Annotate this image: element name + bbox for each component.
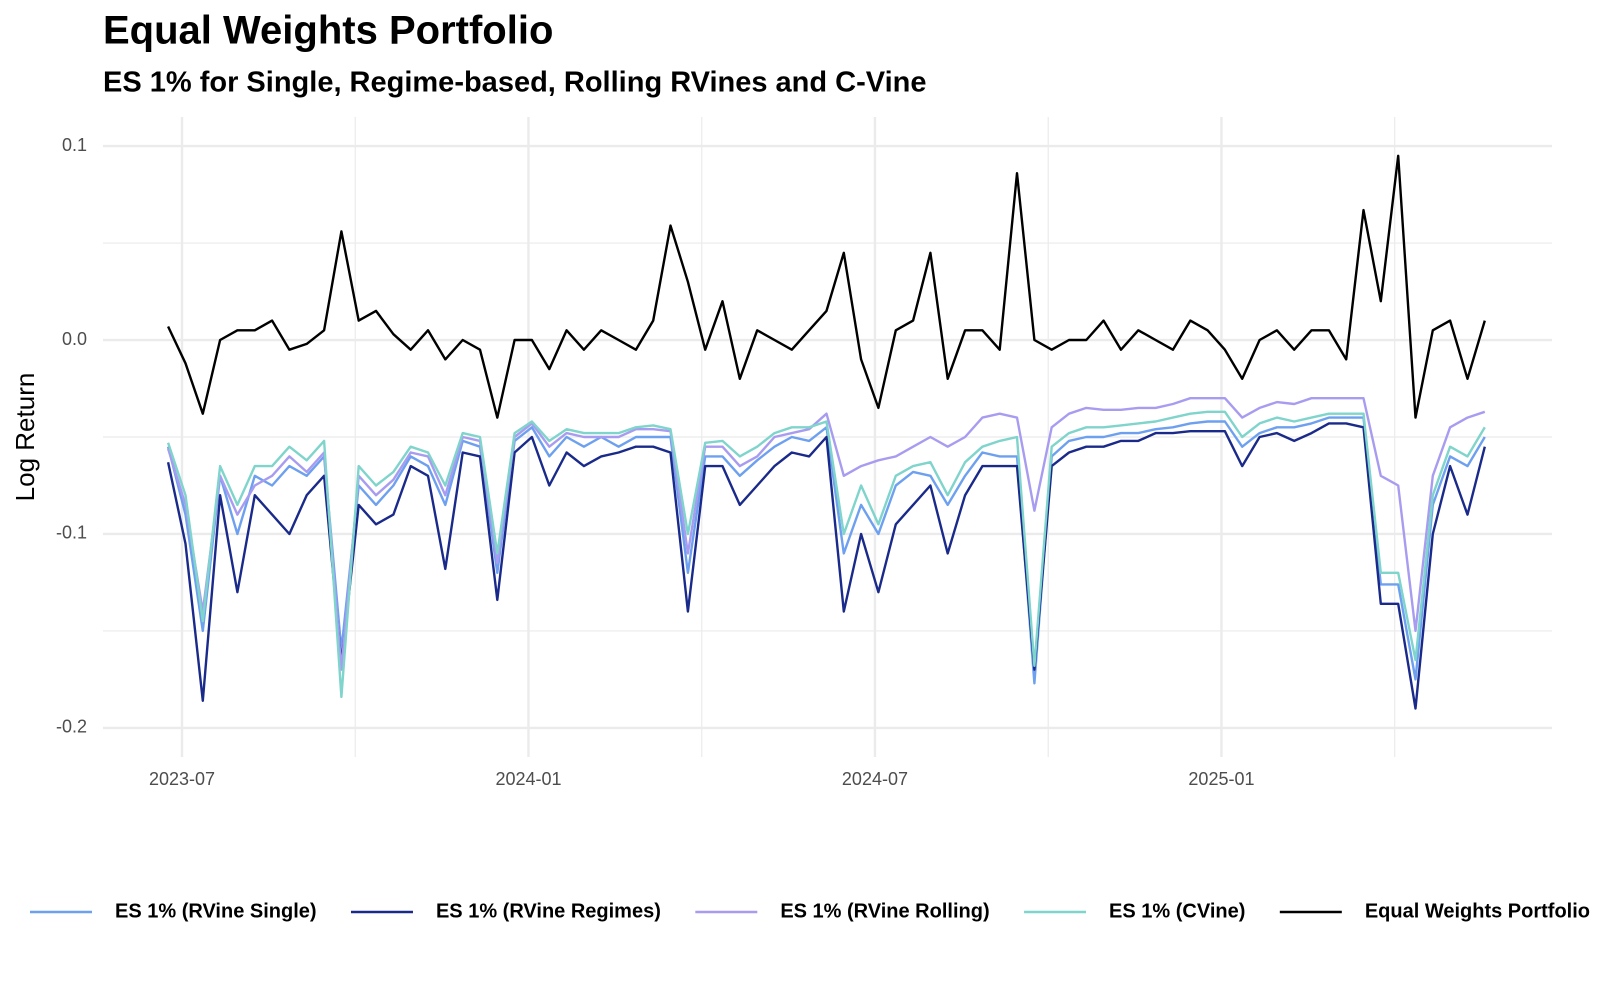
legend-label: Equal Weights Portfolio <box>1365 900 1590 922</box>
x-tick-label: 2024-01 <box>495 769 561 789</box>
series-line <box>166 410 1486 699</box>
y-tick-label: -0.2 <box>56 717 87 737</box>
chart-title: Equal Weights Portfolio <box>103 9 553 53</box>
x-tick-label: 2024-07 <box>842 769 908 789</box>
y-tick-label: -0.1 <box>56 523 87 543</box>
series-line <box>166 397 1486 671</box>
legend-label: ES 1% (CVine) <box>1109 900 1245 922</box>
series-line <box>166 416 1486 685</box>
chart-subtitle: ES 1% for Single, Regime-based, Rolling … <box>103 67 926 99</box>
y-tick-label: 0.1 <box>62 135 87 155</box>
legend-label: ES 1% (RVine Single) <box>115 900 317 922</box>
series-line <box>166 422 1486 710</box>
x-tick-label: 2025-01 <box>1188 769 1254 789</box>
legend-label: ES 1% (RVine Rolling) <box>780 900 989 922</box>
x-tick-label: 2023-07 <box>149 769 215 789</box>
series-line <box>167 154 1486 419</box>
y-tick-label: 0.0 <box>62 329 87 349</box>
y-axis-label: Log Return <box>10 373 40 502</box>
legend-label: ES 1% (RVine Regimes) <box>436 900 661 922</box>
